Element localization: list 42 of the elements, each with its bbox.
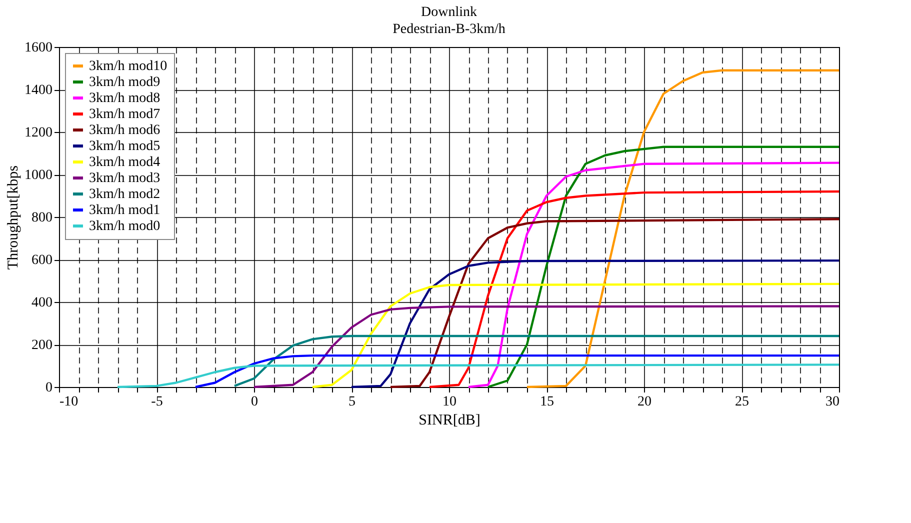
y-tick-label: 200	[32, 338, 52, 353]
x-tick-label: -10	[60, 394, 78, 410]
legend-label: 3km/h mod1	[89, 203, 160, 218]
x-tick-label: 5	[348, 394, 356, 410]
legend-label: 3km/h mod7	[89, 107, 160, 122]
y-tick-label: 0	[46, 380, 52, 396]
y-tick-label: 1600	[24, 40, 52, 56]
line-series	[311, 282, 840, 388]
legend-label: 3km/h mod10	[89, 59, 168, 74]
x-tick-label: 15	[540, 394, 554, 410]
line-series	[350, 259, 840, 388]
legend-label: 3km/h mod9	[89, 75, 160, 90]
legend-label: 3km/h mod3	[89, 171, 160, 186]
x-tick-label: -5	[151, 394, 163, 410]
x-tick-label: 10	[442, 394, 456, 410]
line-series	[526, 69, 840, 388]
y-tick-label: 800	[32, 210, 52, 226]
x-axis-title: SINR[dB]	[418, 412, 480, 428]
legend-label: 3km/h mod6	[89, 123, 160, 138]
legend-label: 3km/h mod8	[89, 91, 160, 106]
y-tick-label: 1400	[24, 83, 52, 98]
y-tick-label: 400	[32, 296, 52, 310]
line-series	[194, 354, 840, 388]
line-series	[389, 218, 840, 388]
line-series	[428, 190, 840, 388]
x-tick-label: 30	[826, 394, 840, 410]
x-tick-label: 25	[735, 394, 749, 410]
y-tick-label: 1200	[24, 126, 52, 140]
chart-title: Downlink	[421, 5, 477, 20]
chart-subtitle: Pedestrian-B-3km/h	[392, 22, 506, 37]
line-series	[233, 334, 840, 388]
legend-label: 3km/h mod4	[89, 155, 160, 170]
legend-label: 3km/h mod2	[89, 187, 160, 202]
legend-label: 3km/h mod5	[89, 139, 160, 154]
x-tick-label: 20	[638, 394, 652, 410]
y-axis-title: Throughput[kbps	[6, 165, 22, 270]
y-tick-label: 1000	[24, 168, 52, 183]
x-tick-label: 0	[251, 394, 258, 410]
line-series	[252, 305, 840, 388]
legend-label: 3km/h mod0	[89, 219, 160, 234]
line-series	[116, 364, 840, 388]
y-tick-label: 600	[32, 253, 52, 268]
